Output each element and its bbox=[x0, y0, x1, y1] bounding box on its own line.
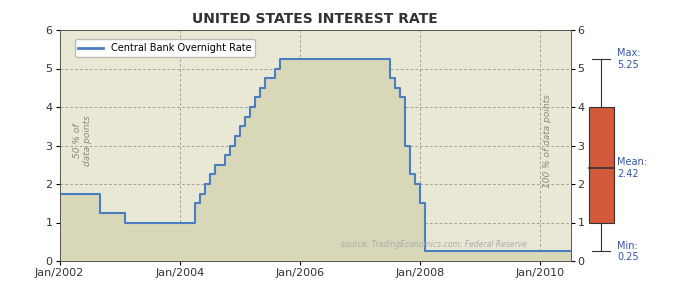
Text: Max:
5.25: Max: 5.25 bbox=[617, 48, 641, 70]
Bar bbox=[589, 107, 613, 223]
Text: 100 % of data points: 100 % of data points bbox=[543, 94, 552, 188]
Text: 50 % of
data points: 50 % of data points bbox=[73, 116, 92, 166]
Legend: Central Bank Overnight Rate: Central Bank Overnight Rate bbox=[75, 40, 255, 57]
Title: UNITED STATES INTEREST RATE: UNITED STATES INTEREST RATE bbox=[192, 12, 438, 26]
Text: Mean:
2.42: Mean: 2.42 bbox=[617, 157, 647, 178]
Text: Min:
0.25: Min: 0.25 bbox=[617, 241, 638, 262]
Text: source: TradingEconomics.com; Federal Reserve: source: TradingEconomics.com; Federal Re… bbox=[341, 241, 526, 250]
